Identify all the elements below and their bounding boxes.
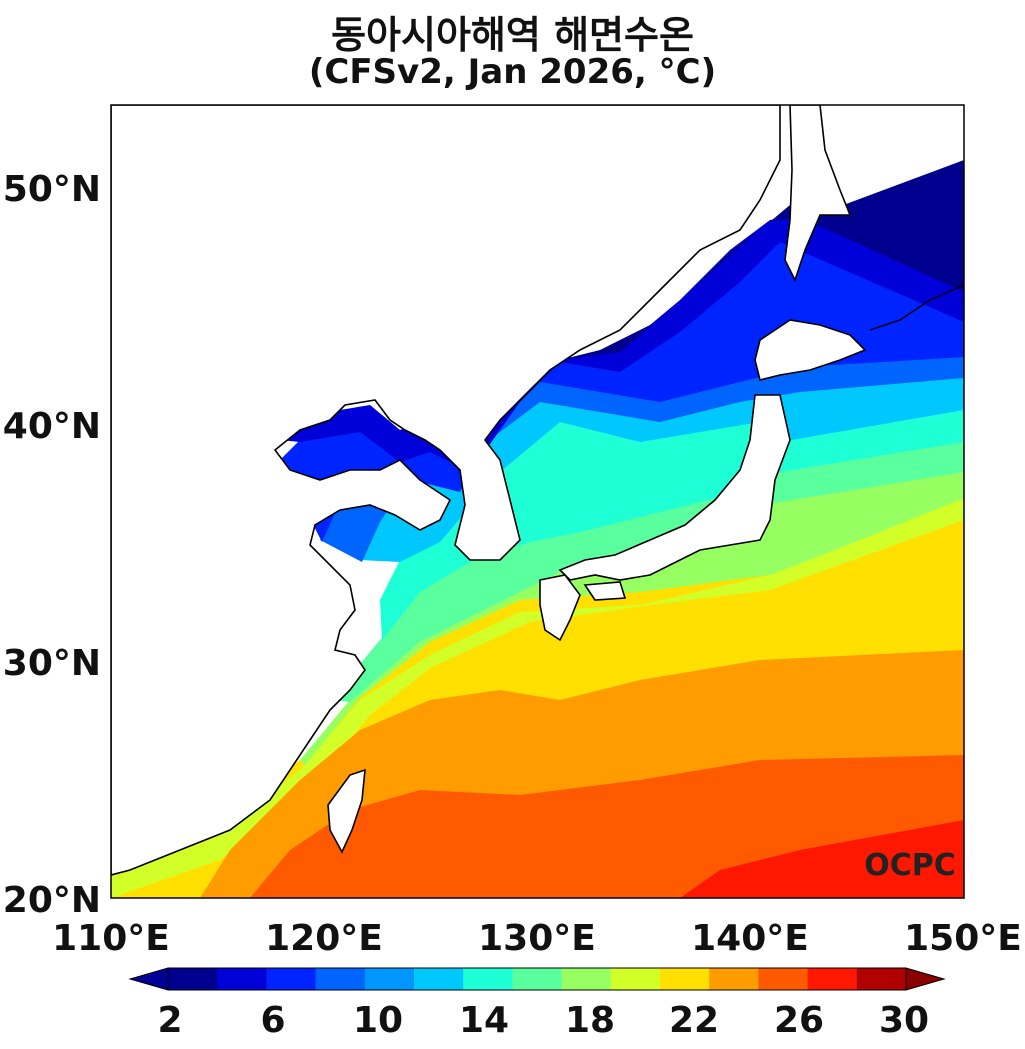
cb-tick-26: 26 xyxy=(774,1000,824,1041)
land-sakhalin xyxy=(784,105,852,283)
map-frame xyxy=(110,104,965,899)
colorbar-swatch xyxy=(758,968,809,990)
colorbar-swatch xyxy=(168,968,218,990)
land-hokkaido xyxy=(754,319,867,381)
y-tick-30: 30°N xyxy=(3,643,101,684)
map-title: 동아시아해역 해면수온 xyxy=(331,13,694,57)
cb-tick-30: 30 xyxy=(879,1000,929,1041)
colorbar-swatch xyxy=(709,968,759,990)
ocpc-watermark: OCPC xyxy=(864,848,956,883)
colorbar-swatch xyxy=(856,968,907,990)
colorbar-ticks: 2 6 10 14 18 22 26 30 xyxy=(157,1000,929,1041)
sst-band-14-16 xyxy=(330,440,964,702)
cb-tick-6: 6 xyxy=(260,1000,285,1041)
cb-tick-10: 10 xyxy=(353,1000,403,1041)
colorbar-under-arrow xyxy=(128,967,169,991)
colorbar-swatch xyxy=(315,968,366,990)
colorbar-swatch xyxy=(561,968,612,990)
cb-tick-18: 18 xyxy=(565,1000,615,1041)
y-tick-50: 50°N xyxy=(3,169,101,210)
cb-tick-14: 14 xyxy=(459,1000,509,1041)
x-tick-110: 110°E xyxy=(52,918,170,959)
x-tick-150: 150°E xyxy=(904,918,1022,959)
sst-band-2-4 xyxy=(560,160,964,360)
x-tick-140: 140°E xyxy=(691,918,809,959)
colorbar-outline xyxy=(167,967,907,991)
sst-band-8-10 xyxy=(320,355,964,562)
sst-band-26-28 xyxy=(680,820,964,898)
sst-band-18-20 xyxy=(111,495,964,898)
cb-tick-2: 2 xyxy=(157,1000,182,1041)
y-tick-20: 20°N xyxy=(3,880,101,921)
colorbar xyxy=(128,967,946,991)
colorbar-swatch xyxy=(807,968,858,990)
colorbar-swatch xyxy=(364,968,415,990)
y-axis-ticks: 20°N 30°N 40°N 50°N xyxy=(3,169,101,921)
land-asia-mainland xyxy=(111,105,781,876)
sst-band-12-14 xyxy=(380,405,964,640)
colorbar-swatch xyxy=(512,968,563,990)
land-kamchatka-coast xyxy=(869,284,964,331)
colorbar-swatch xyxy=(660,968,710,990)
colorbar-swatch xyxy=(610,968,661,990)
cb-tick-22: 22 xyxy=(669,1000,719,1041)
y-tick-40: 40°N xyxy=(3,406,101,447)
colorbar-swatch xyxy=(414,968,464,990)
x-tick-130: 130°E xyxy=(478,918,596,959)
sst-band-6-8 xyxy=(280,240,964,542)
colorbar-over-arrow xyxy=(905,967,946,991)
land-kyushu-shikoku xyxy=(539,574,627,642)
sst-band-16-18 xyxy=(300,470,964,765)
colorbar-swatch xyxy=(217,968,267,990)
x-axis-ticks: 110°E 120°E 130°E 140°E 150°E xyxy=(52,918,1022,959)
map-subtitle: (CFSv2, Jan 2026, °C) xyxy=(308,52,717,92)
land-honshu xyxy=(558,394,791,581)
x-tick-120: 120°E xyxy=(265,918,383,959)
land-taiwan xyxy=(327,768,366,854)
colorbar-swatch xyxy=(463,968,513,990)
sst-field xyxy=(111,105,964,898)
colorbar-swatch xyxy=(266,968,317,990)
